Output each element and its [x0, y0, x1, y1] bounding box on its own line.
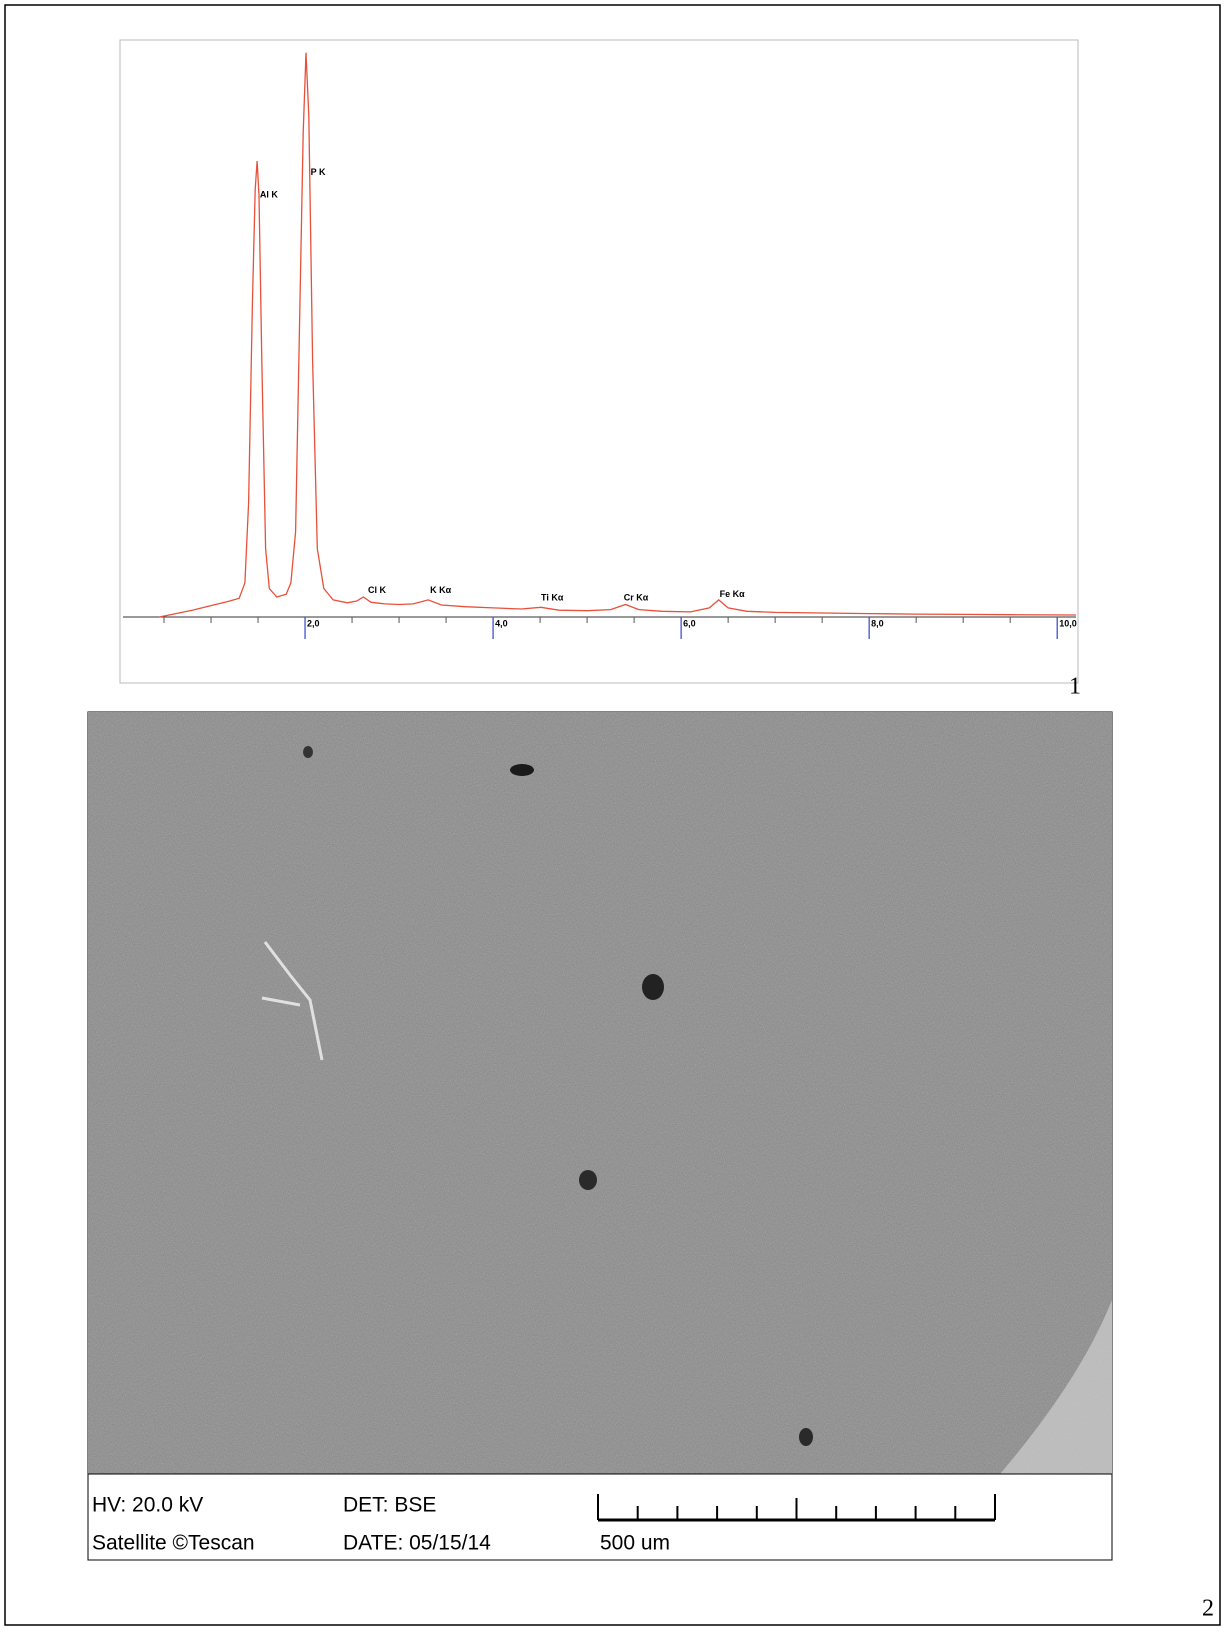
peak-label: K Kα — [430, 585, 451, 595]
hv-label: HV: 20.0 kV — [92, 1494, 203, 1517]
instrument-label: Satellite ©Tescan — [92, 1532, 255, 1555]
panel-label: 2 — [1202, 1596, 1214, 1622]
x-tick-label: 10,0 — [1059, 618, 1077, 628]
figure: 2,0 4,0 6,0 8,0 10,0 Al K P K Cl K K Kα Ti Kα Cr K… — [0, 0, 1226, 1630]
panel-label: 1 — [1069, 674, 1081, 700]
x-tick-label: 6,0 — [683, 618, 696, 628]
dark-spot — [799, 1428, 813, 1446]
date-label: DATE: 05/15/14 — [343, 1532, 491, 1555]
x-tick-label: 2,0 — [307, 618, 320, 628]
spectrum-frame — [120, 40, 1078, 683]
scale-label: 500 um — [600, 1532, 670, 1555]
peak-label: Al K — [260, 190, 279, 200]
detector-label: DET: BSE — [343, 1494, 436, 1517]
peak-label: Cl K — [368, 585, 387, 595]
peak-label: Ti Kα — [541, 593, 564, 603]
x-tick-label: 8,0 — [871, 618, 884, 628]
image-texture — [88, 712, 1112, 1474]
x-tick-label: 4,0 — [495, 618, 508, 628]
peak-label: Fe Kα — [720, 589, 746, 599]
peak-label: Cr Kα — [624, 593, 649, 603]
sem-image: HV: 20.0 kV Satellite ©Tescan DET: BSE D… — [88, 712, 1112, 1560]
dark-spot — [303, 746, 313, 758]
dark-spot — [579, 1170, 597, 1190]
peak-label: P K — [311, 167, 326, 177]
dark-spot — [642, 974, 664, 1000]
dark-spot — [510, 764, 534, 776]
